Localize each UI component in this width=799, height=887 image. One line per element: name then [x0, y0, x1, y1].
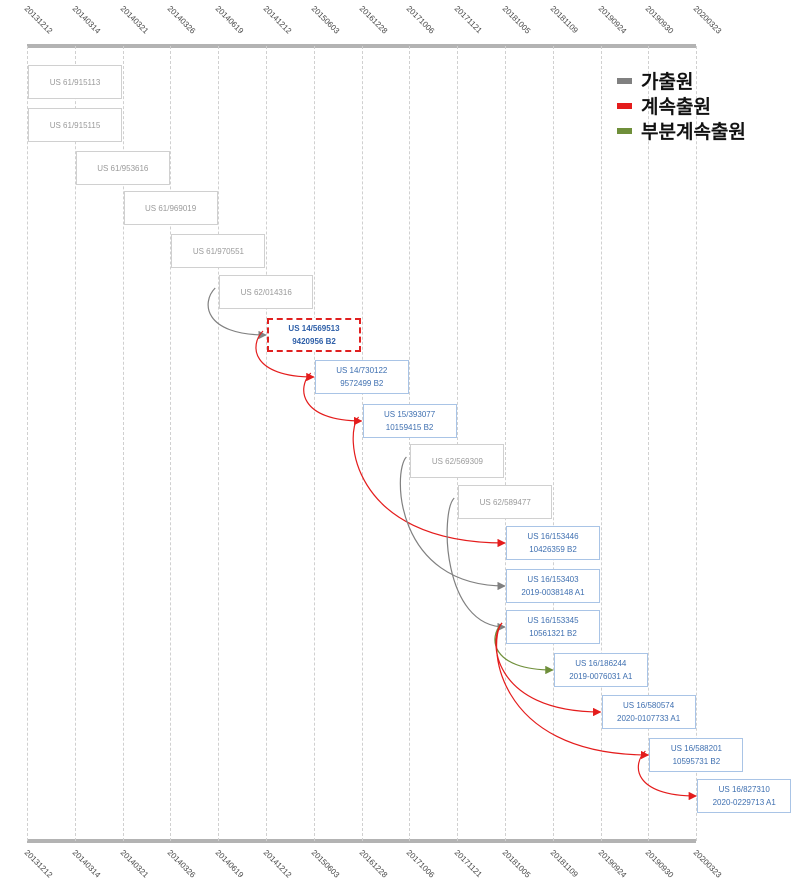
application-box[interactable]: US 61/953616 — [75, 151, 170, 185]
legend-item-cip: 부분계속출원 — [617, 118, 746, 143]
publication-number: 2019-0076031 A1 — [569, 672, 633, 681]
application-box[interactable]: US 16/588201 10595731 B2 — [649, 738, 744, 772]
application-number: US 61/915113 — [49, 77, 101, 87]
link-arrow-continuation — [255, 330, 315, 382]
application-number: US 16/153345 — [527, 616, 579, 625]
application-box[interactable]: US 62/569309 — [410, 444, 505, 478]
legend-label: 계속출원 — [641, 96, 711, 118]
publication-number: 10561321 B2 — [529, 629, 577, 638]
date-gridline — [170, 46, 172, 841]
application-number: US 62/569309 — [431, 456, 483, 466]
timeline-top-axis — [27, 44, 696, 48]
application-box[interactable]: US 14/730122 9572499 B2 — [314, 360, 409, 394]
application-number: US 16/588201 — [670, 744, 722, 753]
application-number: US 15/393077 — [384, 410, 436, 419]
timeline-bottom-axis — [27, 839, 696, 843]
legend-swatch-red — [617, 102, 632, 109]
link-arrow-provisional — [207, 287, 267, 340]
application-number: US 16/827310 — [718, 785, 770, 794]
link-arrow-provisional — [399, 456, 506, 591]
application-number: US 16/153403 — [527, 575, 579, 584]
link-arrow-continuation — [495, 622, 650, 760]
application-box[interactable]: US 61/915115 — [28, 108, 122, 142]
date-gridline — [648, 46, 650, 841]
publication-number: 9420956 B2 — [292, 337, 336, 346]
application-number: US 16/153446 — [527, 532, 579, 541]
legend-label: 가출원 — [641, 71, 694, 93]
publication-number: 10426359 B2 — [529, 545, 577, 554]
application-number: US 61/953616 — [97, 163, 149, 173]
publication-number: 2019-0038148 A1 — [521, 588, 585, 597]
date-gridline — [600, 46, 602, 841]
legend-swatch-green — [617, 127, 632, 134]
application-number: US 16/580574 — [623, 701, 675, 710]
date-gridline — [266, 46, 267, 841]
legend-item-continuation: 계속출원 — [617, 93, 746, 118]
publication-number: 9572499 B2 — [340, 379, 384, 388]
link-arrow-continuation — [303, 372, 363, 426]
publication-number: 10159415 B2 — [385, 423, 434, 432]
date-gridline — [457, 46, 459, 841]
date-gridline — [218, 46, 220, 841]
application-box[interactable]: US 62/014316 — [219, 275, 314, 309]
date-gridline — [505, 46, 506, 841]
legend-item-provisional: 가출원 — [617, 68, 746, 93]
application-number: US 61/969019 — [145, 203, 197, 213]
application-box[interactable]: US 15/393077 10159415 B2 — [362, 404, 457, 438]
date-gridline — [27, 46, 28, 841]
date-gridline — [361, 46, 363, 841]
date-gridline — [409, 46, 411, 841]
application-box[interactable]: US 16/580574 2020-0107733 A1 — [601, 695, 696, 729]
application-number: US 14/730122 — [336, 366, 388, 375]
application-box[interactable]: US 61/970551 — [171, 234, 266, 268]
application-number: US 14/569513 — [288, 324, 340, 333]
publication-number: 2020-0229713 A1 — [712, 798, 776, 807]
application-number: US 16/186244 — [575, 659, 627, 668]
link-arrow-continuation — [637, 750, 698, 801]
link-arrow-provisional — [446, 497, 506, 632]
date-gridline — [552, 46, 554, 841]
application-number: US 62/589477 — [479, 497, 531, 507]
application-box[interactable]: US 62/589477 — [458, 485, 553, 519]
legend-swatch-gray — [617, 77, 632, 84]
application-box[interactable]: US 16/827310 2020-0229713 A1 — [697, 779, 792, 813]
application-box[interactable]: US 16/153446 10426359 B2 — [506, 526, 600, 560]
date-gridline — [313, 46, 315, 841]
application-box[interactable]: US 16/153345 10561321 B2 — [506, 610, 600, 644]
publication-number: 2020-0107733 A1 — [617, 714, 681, 723]
application-box[interactable]: US 14/569513 9420956 B2 — [267, 318, 361, 352]
application-number: US 62/014316 — [240, 287, 292, 297]
legend-label: 부분계속출원 — [641, 121, 746, 143]
application-box[interactable]: US 61/969019 — [123, 191, 218, 225]
date-gridline — [696, 46, 698, 841]
application-number: US 61/970551 — [192, 246, 244, 256]
link-arrow-continuation — [352, 416, 506, 548]
date-gridline — [74, 46, 76, 841]
legend: 가출원 계속출원 부분계속출원 — [617, 68, 746, 143]
application-box[interactable]: US 16/153403 2019-0038148 A1 — [506, 569, 600, 603]
application-box[interactable]: US 61/915113 — [28, 65, 122, 99]
date-gridline — [122, 46, 124, 841]
publication-number: 10595731 B2 — [672, 757, 721, 766]
application-number: US 61/915115 — [49, 120, 101, 130]
application-box[interactable]: US 16/186244 2019-0076031 A1 — [553, 653, 648, 687]
